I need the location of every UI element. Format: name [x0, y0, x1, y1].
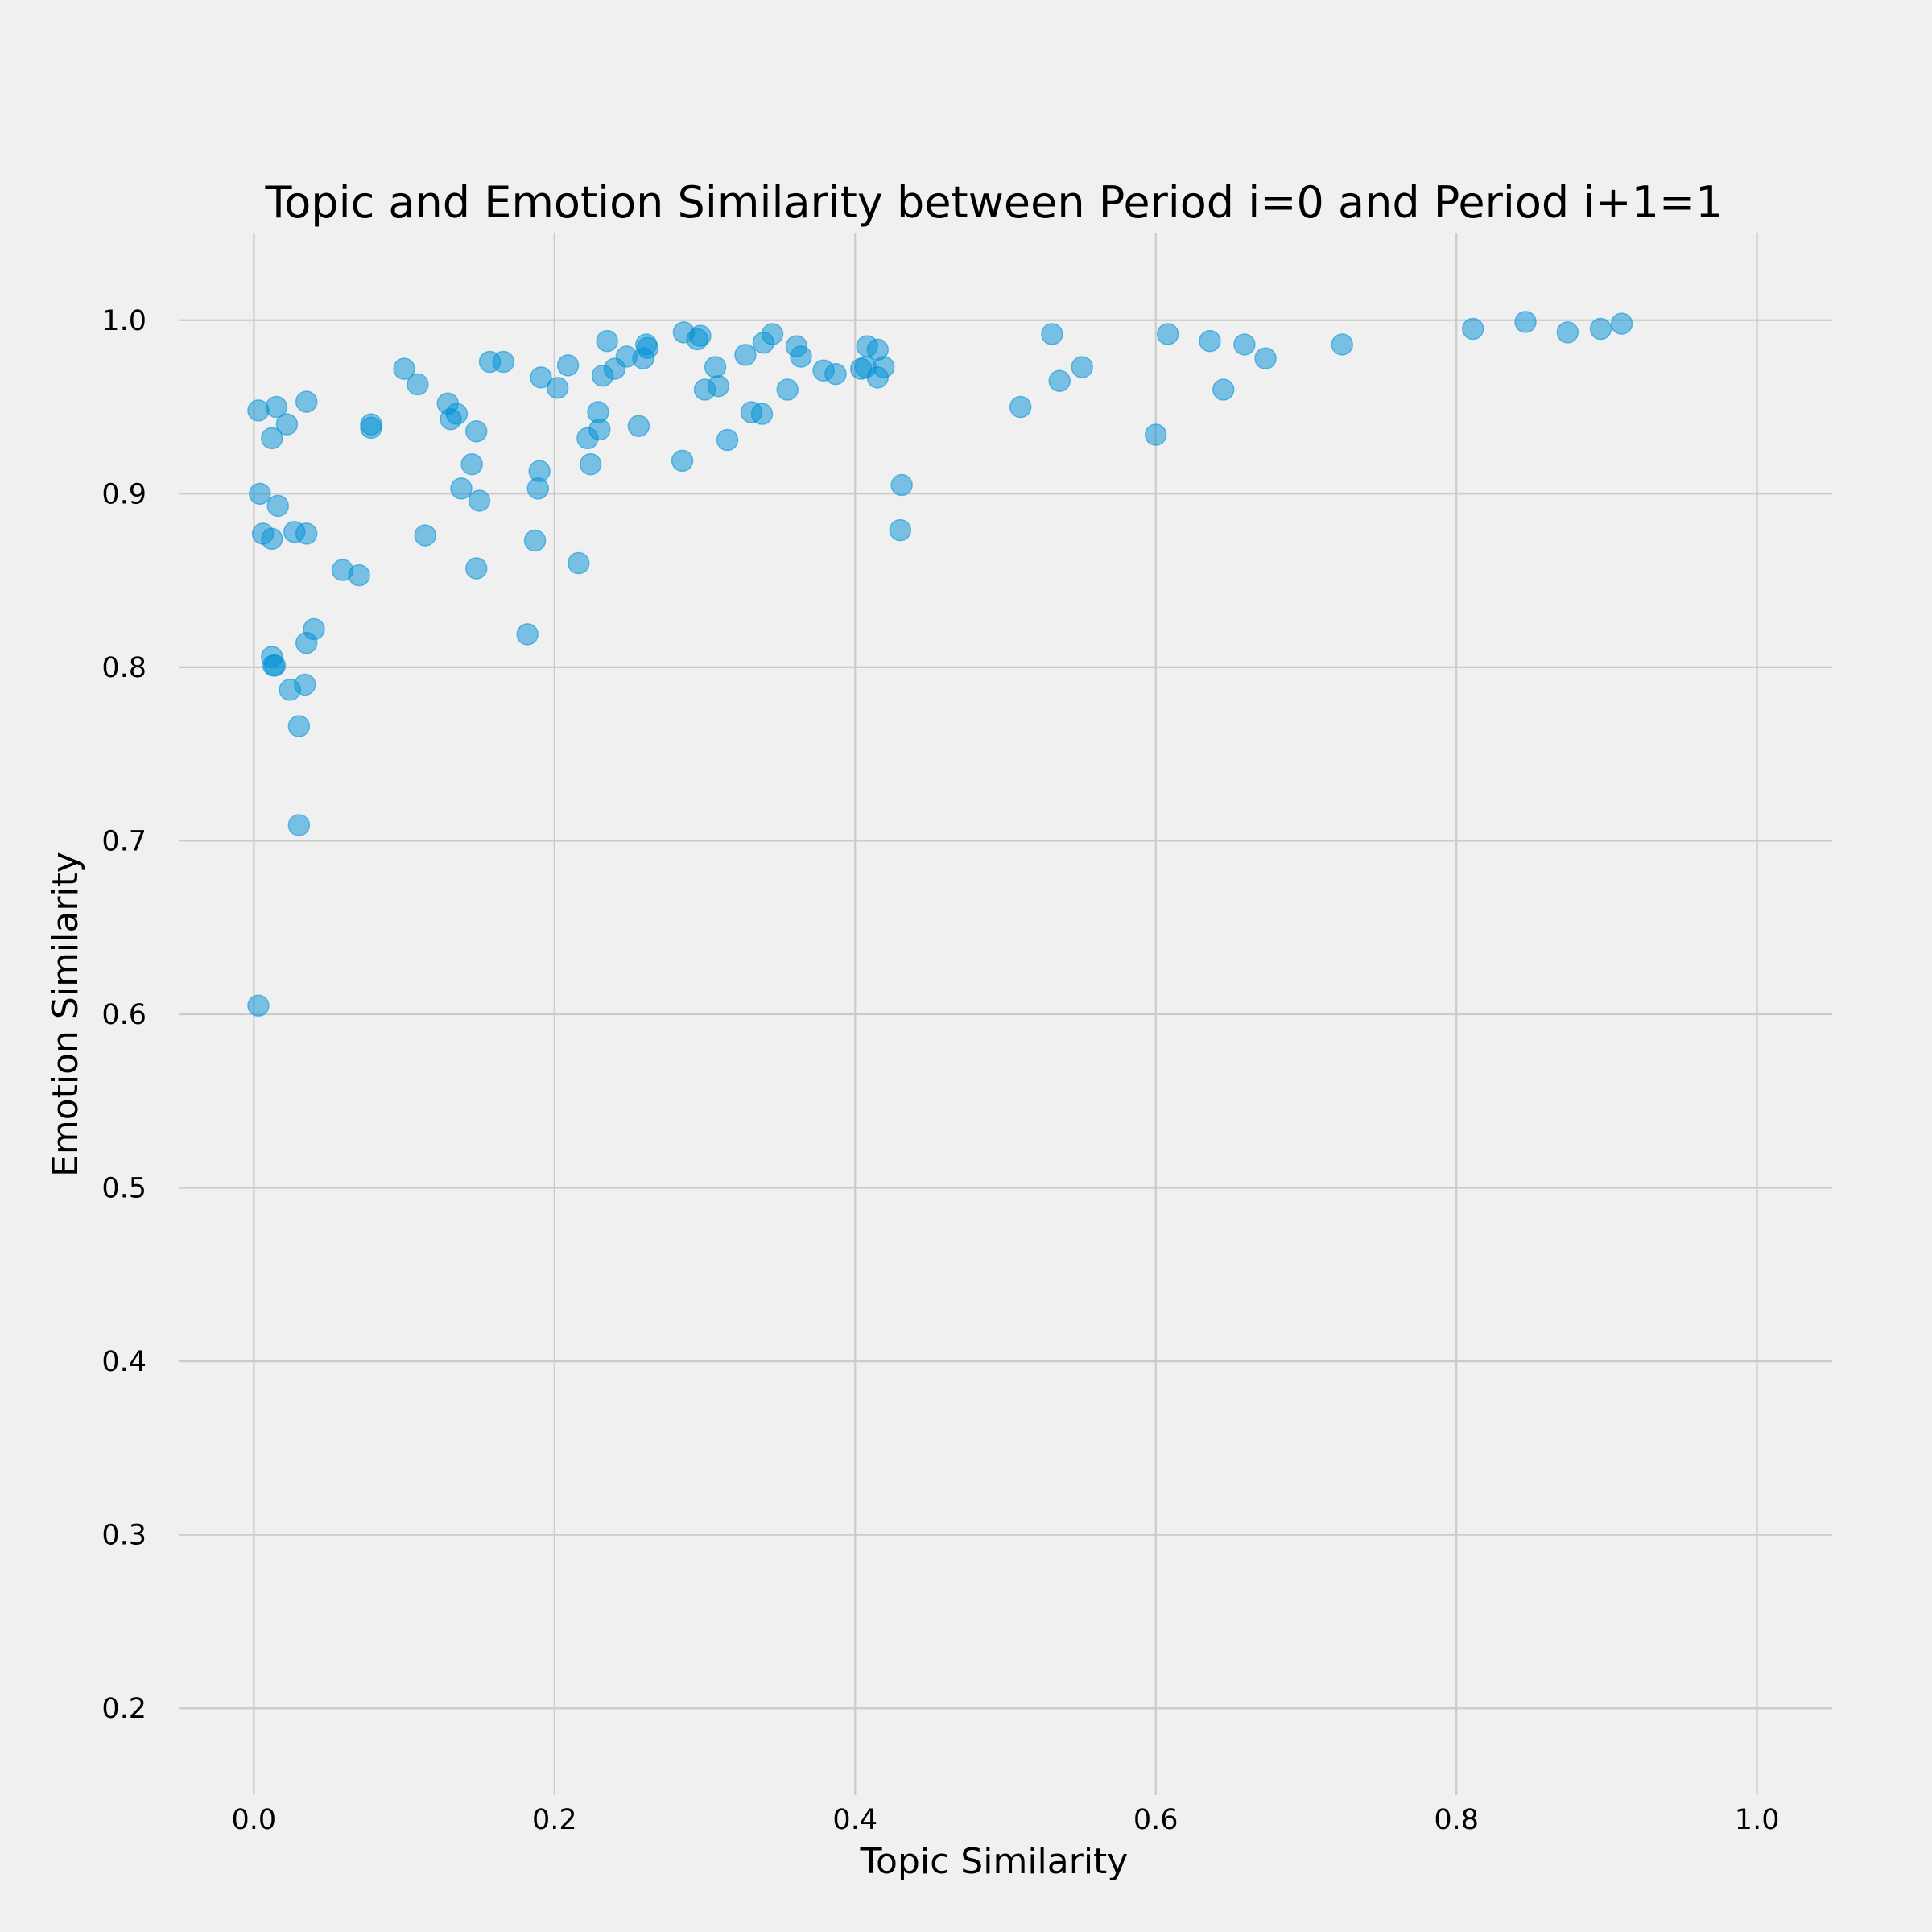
scatter-point [1589, 317, 1612, 341]
tick-labels: 0.0 0.2 0.4 0.6 0.8 1.0 0.2 0.3 0.4 0.5 0.6 0.7 0.8 0… [101, 305, 1779, 1836]
scatter-point [249, 482, 271, 506]
scatter-point [579, 452, 602, 476]
scatter-point [546, 377, 569, 399]
x-tick-label: 0.0 [232, 1804, 277, 1836]
scatter-point [263, 654, 287, 677]
scatter-point [492, 350, 515, 374]
scatter-point [464, 419, 488, 443]
scatter-point [247, 994, 270, 1017]
x-tick-label: 0.8 [1434, 1804, 1479, 1836]
scatter-point [295, 390, 318, 413]
scatter-point [287, 715, 311, 737]
x-tick-label: 0.2 [532, 1804, 577, 1836]
scatter-point [588, 418, 611, 441]
scatter-point [636, 336, 659, 360]
scatter-point [450, 477, 473, 500]
scatter-point [247, 399, 270, 422]
scatter-point [567, 551, 590, 575]
scatter-point [460, 452, 483, 476]
y-tick-label: 1.0 [101, 305, 147, 337]
scatter-point [266, 494, 289, 518]
scatter-point [776, 378, 799, 401]
scatter-point [1514, 311, 1537, 333]
scatter-point [596, 329, 618, 353]
y-tick-label: 0.4 [101, 1346, 147, 1378]
scatter-point [360, 413, 382, 436]
scatter-point [671, 449, 694, 473]
scatter-point [1071, 356, 1093, 378]
y-tick-label: 0.7 [101, 825, 147, 857]
scatter-point [464, 557, 488, 580]
scatter-point [1144, 423, 1167, 446]
y-axis-label: Emotion Similarity [45, 852, 86, 1177]
scatter-point [348, 564, 370, 587]
y-tick-label: 0.9 [101, 478, 147, 510]
x-tick-label: 1.0 [1735, 1804, 1780, 1836]
scatter-point [261, 427, 283, 450]
scatter-point [890, 473, 913, 497]
scatter-point [689, 324, 712, 347]
scatter-point [1233, 333, 1256, 356]
y-tick-label: 0.8 [101, 652, 147, 684]
scatter-point [1041, 323, 1063, 345]
scatter-point [287, 814, 311, 836]
scatter-point [1610, 312, 1633, 335]
scatter-point [716, 428, 739, 452]
scatter-point [1199, 329, 1221, 353]
scatter-point [873, 356, 895, 378]
scatter-point [516, 623, 539, 646]
scatter-point [704, 356, 727, 378]
scatter-point [1461, 317, 1484, 341]
scatter-point [407, 373, 429, 396]
scatter-point [393, 357, 415, 380]
y-tick-label: 0.3 [101, 1520, 147, 1552]
scatter-point [1048, 369, 1071, 392]
x-tick-label: 0.4 [832, 1804, 877, 1836]
scatter-point [303, 617, 325, 641]
scatter-point [627, 415, 650, 438]
y-tick-label: 0.5 [101, 1173, 147, 1205]
scatter-point [889, 518, 912, 542]
scatter-point [1331, 333, 1354, 356]
scatter-point [445, 402, 469, 425]
scatter-point [707, 374, 730, 398]
scatter-point [468, 489, 491, 512]
scatter-point [824, 362, 847, 386]
scatter-point [1212, 378, 1235, 401]
x-axis-label: Topic Similarity [860, 1841, 1129, 1882]
scatter-point [734, 344, 757, 366]
x-tick-label: 0.6 [1133, 1804, 1179, 1836]
scatter-point [294, 673, 316, 696]
scatter-point [265, 395, 288, 419]
scatter-point [790, 345, 812, 368]
scatter-point [1009, 395, 1032, 419]
scatter-point [295, 522, 318, 545]
grid [179, 233, 1832, 1795]
scatter-point [414, 524, 436, 547]
scatter-point [275, 413, 299, 436]
scatter-point [261, 527, 283, 551]
scatter-point [1556, 321, 1579, 344]
scatter-point [523, 529, 547, 552]
scatter-point [761, 323, 784, 345]
chart-title: Topic and Emotion Similarity between Per… [264, 177, 1723, 228]
scatter-point [1156, 323, 1179, 345]
scatter-point [1254, 347, 1277, 369]
scatter-point [750, 402, 774, 425]
scatter-point [528, 460, 551, 483]
scatter-point [556, 354, 580, 377]
data-points [247, 311, 1633, 1017]
y-tick-label: 0.6 [101, 999, 147, 1031]
y-tick-label: 0.2 [101, 1693, 147, 1725]
scatter-point [530, 366, 552, 389]
